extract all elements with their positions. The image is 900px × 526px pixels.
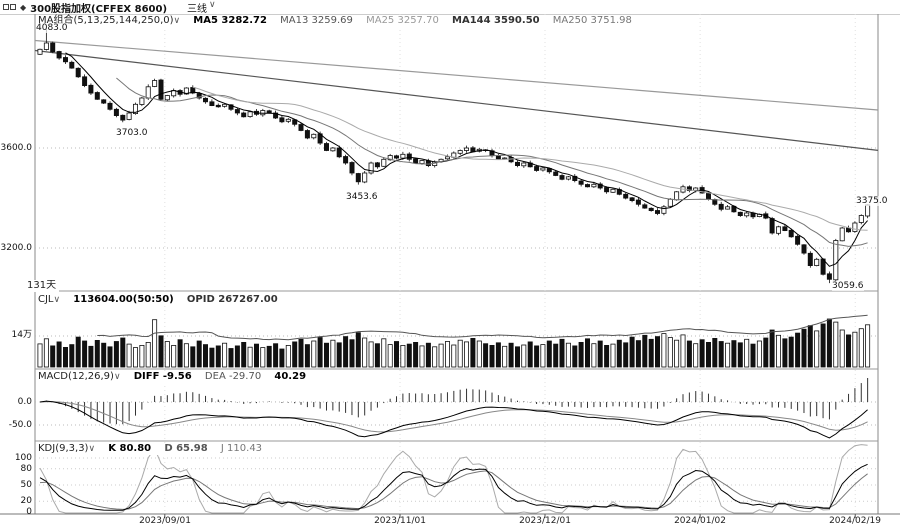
kdj-axis-tick: 50 bbox=[20, 480, 32, 490]
chevron-down-icon: ∨ bbox=[173, 16, 181, 26]
kdj-label: KDJ(9,3,3) bbox=[38, 443, 89, 454]
price-annotation-high: 4083.0 bbox=[36, 23, 68, 33]
volume-label: CJL bbox=[38, 294, 54, 305]
volume-indicator-header: CJL∨ 113604.00(50:50) OPID 267267.00 bbox=[38, 294, 281, 306]
x-axis-date: 2023/11/01 bbox=[374, 516, 426, 526]
price-annotation-low3: 3059.6 bbox=[832, 281, 864, 291]
ma-settings-dropdown[interactable]: MA组合(5,13,25,144,250,0)∨ bbox=[38, 15, 180, 26]
x-axis-date: 2023/12/01 bbox=[519, 516, 571, 526]
kdj-indicator-header: KDJ(9,3,3)∨ K 80.80 D 65.98 J 110.43 bbox=[38, 443, 266, 455]
macd-axis-tick: -50.0 bbox=[8, 420, 32, 430]
x-axis-date: 2023/09/01 bbox=[139, 516, 191, 526]
chevron-down-icon: ∨ bbox=[113, 372, 121, 382]
x-axis-date: 2024/02/19 bbox=[829, 516, 881, 526]
chevron-down-icon: ∨ bbox=[209, 0, 216, 10]
volume-axis-tick: 14万 bbox=[11, 330, 32, 340]
d-value: D 65.98 bbox=[164, 443, 208, 454]
ma-params-label: MA组合(5,13,25,144,250,0) bbox=[38, 15, 174, 26]
j-value: J 110.43 bbox=[220, 443, 263, 454]
x-axis-date: 2024/01/02 bbox=[674, 516, 726, 526]
macd-indicator-header: MACD(12,26,9)∨ DIFF -9.56 DEA -29.70 40.… bbox=[38, 371, 310, 383]
chevron-down-icon: ∨ bbox=[88, 444, 96, 454]
ma250-value: MA250 3751.98 bbox=[552, 15, 632, 26]
bar-count-label: 131天 bbox=[27, 280, 60, 292]
price-annotation-low2: 3453.6 bbox=[346, 192, 378, 202]
volume-settings-dropdown[interactable]: CJL∨ bbox=[38, 294, 60, 305]
price-annotation-low1: 3703.0 bbox=[116, 128, 148, 138]
ma5-value: MA5 3282.72 bbox=[193, 15, 267, 26]
window-restore-icon[interactable] bbox=[3, 4, 16, 10]
macd-axis-tick: 0.0 bbox=[17, 397, 32, 407]
macd-value: 40.29 bbox=[274, 371, 307, 382]
k-value: K 80.80 bbox=[108, 443, 152, 454]
ma-indicator-header: MA组合(5,13,25,144,250,0)∨ MA5 3282.72 MA1… bbox=[38, 15, 635, 27]
ma144-value: MA144 3590.50 bbox=[452, 15, 540, 26]
contract-title: 300股指加权(CFFEX 8600) bbox=[30, 3, 168, 15]
ma25-value: MA25 3257.70 bbox=[366, 15, 439, 26]
kdj-axis-tick: 80 bbox=[20, 464, 32, 474]
chevron-down-icon: ∨ bbox=[53, 295, 61, 305]
period-label: 三线 bbox=[187, 3, 208, 15]
volume-value: 113604.00(50:50) bbox=[73, 294, 174, 305]
dea-value: DEA -29.70 bbox=[204, 371, 262, 382]
diff-value: DIFF -9.56 bbox=[133, 371, 192, 382]
price-axis-tick: 3200.0 bbox=[0, 243, 33, 253]
kdj-axis-tick: 100 bbox=[14, 453, 32, 463]
ma13-value: MA13 3259.69 bbox=[280, 15, 353, 26]
period-selector[interactable]: 三线 ∨ bbox=[187, 0, 216, 15]
kdj-axis-tick: 0 bbox=[26, 507, 32, 517]
price-annotation-last: 3375.0 bbox=[856, 196, 888, 206]
macd-settings-dropdown[interactable]: MACD(12,26,9)∨ bbox=[38, 371, 121, 382]
macd-label: MACD(12,26,9) bbox=[38, 371, 114, 382]
open-interest-value: OPID 267267.00 bbox=[186, 294, 278, 305]
kdj-axis-tick: 20 bbox=[20, 496, 32, 506]
price-axis-tick: 3600.0 bbox=[0, 143, 33, 153]
window-title-bar: ◆ 300股指加权(CFFEX 8600) 三线 ∨ bbox=[0, 0, 900, 15]
kdj-settings-dropdown[interactable]: KDJ(9,3,3)∨ bbox=[38, 443, 95, 454]
diamond-icon: ◆ bbox=[20, 2, 27, 12]
